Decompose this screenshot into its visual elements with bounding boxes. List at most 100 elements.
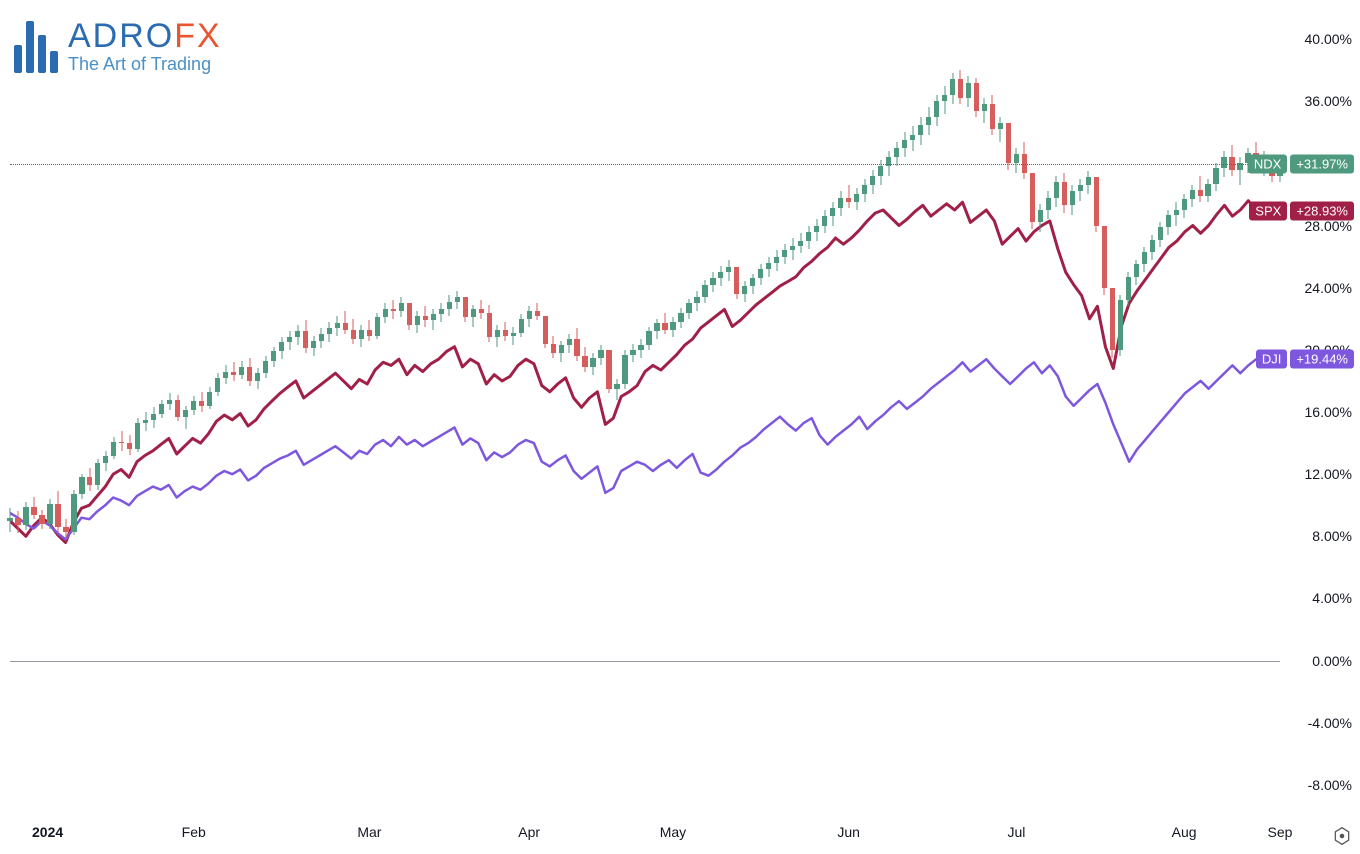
candle bbox=[1086, 8, 1091, 816]
candle bbox=[934, 8, 939, 816]
y-tick-label: 24.00% bbox=[1305, 280, 1352, 296]
candle bbox=[870, 8, 875, 816]
candle bbox=[95, 8, 100, 816]
candle bbox=[543, 8, 548, 816]
candle bbox=[902, 8, 907, 816]
candle bbox=[479, 8, 484, 816]
candle bbox=[918, 8, 923, 816]
logo-bars-icon bbox=[14, 21, 58, 73]
x-tick-label: Sep bbox=[1268, 824, 1293, 840]
candle bbox=[694, 8, 699, 816]
candle bbox=[415, 8, 420, 816]
candle bbox=[351, 8, 356, 816]
x-tick-label: Mar bbox=[357, 824, 381, 840]
candle bbox=[327, 8, 332, 816]
y-tick-label: 8.00% bbox=[1312, 528, 1352, 544]
candle bbox=[303, 8, 308, 816]
candle bbox=[718, 8, 723, 816]
candle bbox=[1054, 8, 1059, 816]
candle bbox=[207, 8, 212, 816]
candle bbox=[487, 8, 492, 816]
candle bbox=[910, 8, 915, 816]
badge-label: DJI bbox=[1256, 349, 1288, 368]
candle bbox=[239, 8, 244, 816]
candle bbox=[1046, 8, 1051, 816]
candle bbox=[1261, 8, 1266, 816]
candle bbox=[431, 8, 436, 816]
candle bbox=[151, 8, 156, 816]
candle bbox=[199, 8, 204, 816]
x-tick-label: Jul bbox=[1007, 824, 1025, 840]
candle bbox=[1006, 8, 1011, 816]
candle bbox=[758, 8, 763, 816]
y-tick-label: -4.00% bbox=[1308, 715, 1352, 731]
candle bbox=[734, 8, 739, 816]
zero-baseline bbox=[10, 661, 1280, 662]
candle bbox=[527, 8, 532, 816]
candle bbox=[1062, 8, 1067, 816]
candle bbox=[598, 8, 603, 816]
logo-title: ADROFX bbox=[68, 18, 222, 55]
badge-label: NDX bbox=[1248, 154, 1287, 173]
candle bbox=[1245, 8, 1250, 816]
candle bbox=[439, 8, 444, 816]
y-tick-label: 0.00% bbox=[1312, 653, 1352, 669]
settings-icon[interactable] bbox=[1332, 826, 1352, 846]
candle bbox=[215, 8, 220, 816]
candle bbox=[175, 8, 180, 816]
x-tick-label: Aug bbox=[1172, 824, 1197, 840]
candle bbox=[407, 8, 412, 816]
badge-label: SPX bbox=[1249, 202, 1287, 221]
candle bbox=[838, 8, 843, 816]
candle bbox=[191, 8, 196, 816]
candle bbox=[519, 8, 524, 816]
candle bbox=[455, 8, 460, 816]
candle bbox=[167, 8, 172, 816]
chart-container: ADROFX The Art of Trading -8.00%-4.00%0.… bbox=[0, 0, 1360, 854]
candle bbox=[646, 8, 651, 816]
candle bbox=[495, 8, 500, 816]
candle bbox=[39, 8, 44, 816]
candle bbox=[63, 8, 68, 816]
candle bbox=[55, 8, 60, 816]
candle bbox=[343, 8, 348, 816]
candle bbox=[942, 8, 947, 816]
y-tick-label: -8.00% bbox=[1308, 777, 1352, 793]
candle bbox=[79, 8, 84, 816]
badge-value: +31.97% bbox=[1290, 154, 1354, 173]
candle bbox=[263, 8, 268, 816]
candle bbox=[710, 8, 715, 816]
candle bbox=[574, 8, 579, 816]
candle bbox=[1150, 8, 1155, 816]
candle bbox=[359, 8, 364, 816]
candle bbox=[127, 8, 132, 816]
candle bbox=[231, 8, 236, 816]
candle bbox=[670, 8, 675, 816]
candle bbox=[119, 8, 124, 816]
candle bbox=[1102, 8, 1107, 816]
y-tick-label: 12.00% bbox=[1305, 466, 1352, 482]
candle bbox=[1094, 8, 1099, 816]
candle bbox=[295, 8, 300, 816]
candle bbox=[822, 8, 827, 816]
plot-area[interactable] bbox=[10, 8, 1280, 816]
candle bbox=[559, 8, 564, 816]
candle bbox=[878, 8, 883, 816]
logo-title-part2: FX bbox=[174, 17, 221, 55]
candle bbox=[1158, 8, 1163, 816]
candle bbox=[319, 8, 324, 816]
candle bbox=[503, 8, 508, 816]
candle bbox=[47, 8, 52, 816]
candle bbox=[423, 8, 428, 816]
candle bbox=[1190, 8, 1195, 816]
logo-title-part1: ADRO bbox=[68, 17, 174, 55]
x-tick-label: May bbox=[660, 824, 686, 840]
candle bbox=[279, 8, 284, 816]
price-dotted-line bbox=[10, 164, 1280, 165]
candle bbox=[223, 8, 228, 816]
candle bbox=[806, 8, 811, 816]
candle bbox=[630, 8, 635, 816]
candle bbox=[1078, 8, 1083, 816]
candle bbox=[1030, 8, 1035, 816]
candle bbox=[1253, 8, 1258, 816]
